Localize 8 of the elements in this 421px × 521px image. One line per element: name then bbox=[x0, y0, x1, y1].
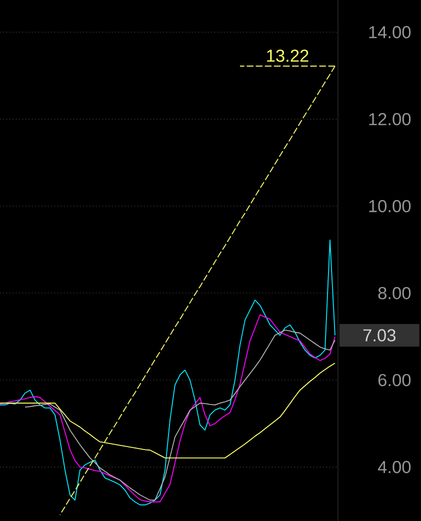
y-tick-label: 12.00 bbox=[369, 113, 411, 126]
text: 7.03 bbox=[363, 329, 396, 342]
y-tick-label: 6.00 bbox=[378, 374, 411, 386]
annotation: 13.22 bbox=[267, 50, 308, 62]
y-tick-label: 14.00 bbox=[369, 26, 411, 38]
y-tick-label: 8.00 bbox=[378, 286, 411, 300]
y-tick-label: 10.00 bbox=[369, 200, 411, 212]
y-tick-label: 4.00 bbox=[378, 460, 411, 474]
